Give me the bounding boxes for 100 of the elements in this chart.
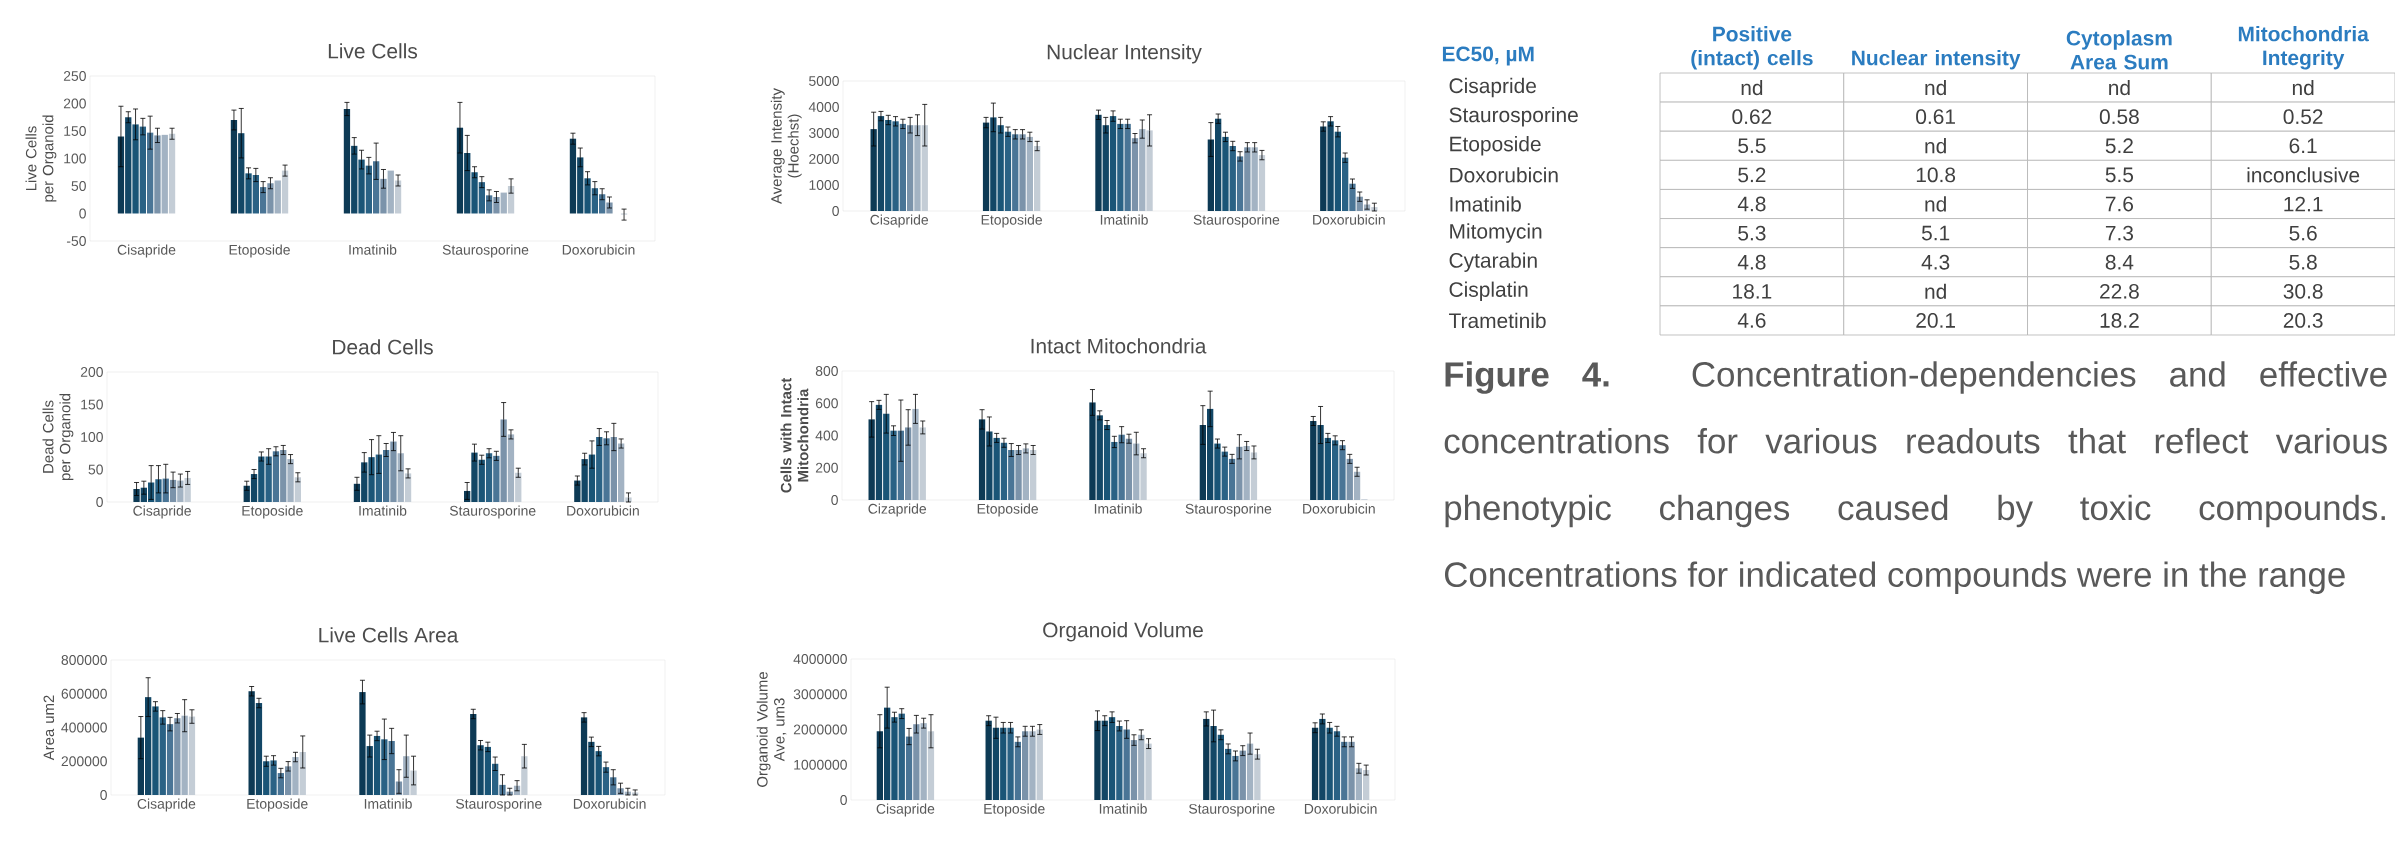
bar — [868, 419, 875, 500]
x-tick-label: Cisapride — [117, 244, 176, 258]
bar — [1096, 415, 1103, 500]
bar — [912, 408, 919, 500]
bar — [596, 437, 603, 502]
bar — [1094, 720, 1101, 800]
bar — [1036, 729, 1043, 800]
bar — [1022, 448, 1030, 500]
bar — [486, 195, 493, 214]
y-axis-title: Area um2 — [43, 695, 55, 761]
bar — [1102, 125, 1109, 211]
bar — [1222, 136, 1229, 211]
bar — [1203, 718, 1210, 800]
bar — [287, 459, 294, 502]
bar — [1030, 450, 1037, 500]
bar — [299, 751, 306, 795]
bar — [258, 456, 265, 502]
x-tick-label: Imatinib — [1094, 503, 1142, 514]
x-tick-label: Doxorubicin — [573, 798, 646, 809]
bar — [181, 715, 188, 795]
bar — [132, 124, 139, 214]
bar — [252, 174, 259, 214]
chart-title: Live Cells Area — [319, 627, 459, 643]
bar — [238, 133, 245, 214]
bar — [361, 462, 368, 502]
bar — [351, 145, 358, 214]
chart-title: Nuclear Intensity — [1047, 44, 1202, 64]
bar — [500, 419, 507, 502]
x-tick-label: Imatinib — [1100, 214, 1148, 225]
bar — [161, 134, 168, 214]
bar — [521, 756, 528, 795]
text: 10.8 — [1916, 167, 1956, 183]
chart-title: Live Cells — [328, 43, 418, 59]
y-axis-title: Organoid Volume Ave, um3 — [756, 672, 787, 787]
y-tick-label: 3000000 — [793, 689, 847, 700]
y-tick-label: 0 — [832, 206, 839, 216]
bar — [595, 751, 602, 795]
y-axis-title: Dead Cells per Organoid — [42, 393, 74, 481]
bar — [1123, 729, 1130, 800]
bar — [1341, 741, 1348, 800]
bar — [1131, 138, 1139, 211]
bar — [1258, 155, 1266, 211]
bar — [1225, 748, 1232, 800]
y-tick-label: 0 — [831, 495, 838, 505]
bar — [1022, 731, 1029, 800]
bar — [1095, 114, 1102, 211]
bar — [188, 716, 196, 795]
y-tick-label: 600000 — [61, 688, 107, 699]
bar — [1246, 743, 1254, 800]
bar — [478, 459, 485, 502]
bar — [997, 125, 1004, 211]
text: 5.1 — [1921, 225, 1950, 241]
bar — [569, 138, 577, 214]
bar — [1232, 755, 1239, 800]
y-tick-label: 400000 — [61, 722, 107, 733]
bar — [905, 427, 912, 500]
text: Figure 4. Concentration-dependencies and effective concentrations for various readouts that reflect various phenotypic changes caused by toxic compounds. Concentrations for indicated compounds were in the range — [1444, 361, 2387, 594]
x-tick-label: Doxorubicin — [1303, 503, 1375, 514]
bar — [599, 194, 606, 214]
bar — [1026, 136, 1034, 211]
bar — [166, 724, 174, 795]
text: 4.8 — [1737, 196, 1766, 212]
y-tick-label: 1000000 — [794, 759, 847, 770]
bar — [464, 153, 471, 214]
chart-title: Organoid Volume — [1043, 622, 1203, 642]
x-tick-label: Imatinib — [359, 505, 407, 516]
bar — [883, 413, 890, 500]
x-tick-label: Staurosporine — [442, 244, 529, 258]
y-tick-label: 50 — [71, 181, 86, 191]
y-tick-label: 200 — [815, 462, 838, 473]
text: 12.1 — [2284, 196, 2323, 212]
x-tick-label: Staurosporine — [1189, 803, 1275, 817]
x-tick-label: Cisapride — [133, 505, 191, 519]
bar — [125, 117, 132, 214]
x-tick-label: Staurosporine — [1193, 214, 1280, 228]
bar — [390, 441, 397, 502]
bar — [1236, 156, 1244, 211]
bar — [383, 450, 390, 502]
bar — [168, 133, 176, 214]
bar — [274, 180, 281, 214]
bar — [1130, 740, 1138, 800]
bar — [1146, 130, 1153, 211]
y-tick-label: Cisapride — [1449, 77, 1536, 98]
bar — [1327, 121, 1334, 211]
x-tick-label: Etoposide — [247, 798, 308, 812]
bar — [471, 172, 478, 214]
y-tick-label: Cytarabin — [1449, 252, 1537, 272]
y-tick-label: 200 — [63, 98, 86, 109]
y-tick-label: 5000 — [809, 76, 839, 86]
bar — [265, 456, 272, 502]
bar — [359, 692, 366, 795]
y-tick-label: 150 — [64, 126, 86, 136]
bar — [1207, 139, 1215, 211]
bar — [380, 178, 387, 214]
x-tick-label: Doxorubicin — [1304, 803, 1377, 814]
y-tick-label: 100 — [64, 153, 86, 164]
bar — [914, 125, 921, 211]
y-tick-label: 200000 — [61, 756, 107, 767]
bar — [603, 438, 610, 502]
bar — [1034, 145, 1041, 211]
